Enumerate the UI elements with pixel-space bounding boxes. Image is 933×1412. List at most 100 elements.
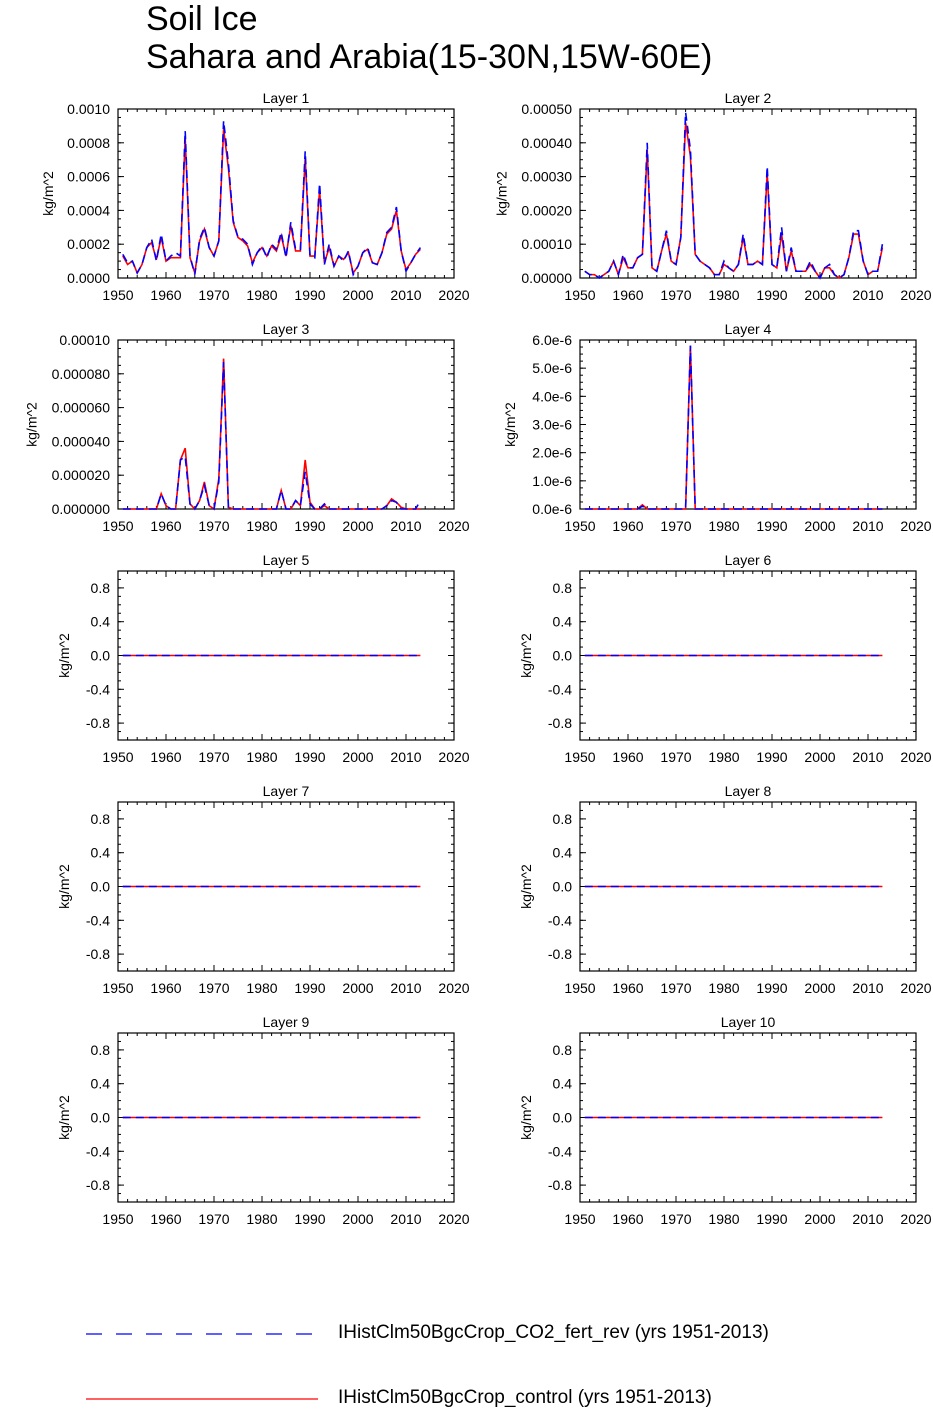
y-axis-label: kg/m^2: [56, 864, 72, 909]
y-axis-label: kg/m^2: [518, 633, 534, 678]
y-tick-label: -0.4: [548, 912, 572, 928]
y-tick-label: 0.00010: [59, 332, 110, 348]
panel-title: Layer 2: [725, 90, 772, 106]
y-axis-label: kg/m^2: [23, 402, 39, 447]
x-tick-label: 2020: [900, 980, 931, 996]
x-tick-label: 2010: [852, 1211, 883, 1227]
panel-title: Layer 6: [725, 552, 772, 568]
panel-7: Layer 7 1950 1960 1970 1980 1990 2000 2010 2020 -…: [56, 783, 470, 996]
x-tick-label: 1990: [756, 1211, 787, 1227]
x-tick-label: 1970: [198, 287, 229, 303]
y-tick-label: -0.8: [548, 715, 572, 731]
plot-frame: [579, 339, 917, 510]
y-tick-label: 0.000060: [52, 400, 111, 416]
x-tick-label: 1960: [612, 1211, 643, 1227]
panel-2: Layer 2 1950 1960 1970 1980 1990 2000 2010 2020 0…: [494, 90, 932, 303]
y-tick-label: 0.4: [91, 1076, 111, 1092]
x-tick-label: 2020: [900, 1211, 931, 1227]
x-tick-label: 2010: [390, 1211, 421, 1227]
y-tick-label: 0.00010: [521, 236, 572, 252]
x-tick-label: 1970: [660, 980, 691, 996]
x-tick-label: 2010: [852, 287, 883, 303]
x-tick-label: 2010: [852, 518, 883, 534]
x-tick-label: 1960: [150, 518, 181, 534]
y-tick-label: 0.8: [91, 811, 111, 827]
y-tick-label: 0.4: [553, 614, 573, 630]
x-tick-label: 1980: [708, 287, 739, 303]
panel-5: Layer 5 1950 1960 1970 1980 1990 2000 2010 2020 -…: [56, 552, 470, 765]
x-tick-label: 2020: [900, 287, 931, 303]
plot-frame: [117, 339, 455, 510]
x-tick-label: 1960: [612, 749, 643, 765]
x-tick-label: 1990: [756, 980, 787, 996]
y-tick-label: 0.0: [91, 879, 111, 895]
x-tick-label: 1950: [564, 749, 595, 765]
y-tick-label: 0.000000: [52, 501, 111, 517]
panel-title: Layer 9: [263, 1014, 310, 1030]
series-line-control: [122, 129, 421, 275]
x-tick-label: 1950: [564, 980, 595, 996]
x-tick-label: 2010: [390, 287, 421, 303]
x-tick-label: 1980: [246, 980, 277, 996]
y-tick-label: 0.00050: [521, 101, 572, 117]
x-tick-label: 1950: [102, 980, 133, 996]
series-line-co2-fert-rev: [122, 120, 422, 277]
y-axis-label: kg/m^2: [56, 633, 72, 678]
y-tick-label: -0.8: [548, 946, 572, 962]
y-tick-label: 0.00040: [521, 135, 572, 151]
x-tick-label: 1980: [708, 1211, 739, 1227]
y-tick-label: -0.8: [86, 1177, 110, 1193]
series-line-co2-fert-rev: [122, 361, 422, 511]
panel-title: Layer 5: [263, 552, 310, 568]
x-tick-label: 2010: [390, 980, 421, 996]
x-tick-label: 2020: [438, 1211, 469, 1227]
y-tick-label: 3.0e-6: [532, 417, 572, 433]
x-tick-label: 1950: [102, 1211, 133, 1227]
x-tick-label: 2000: [342, 1211, 373, 1227]
y-axis-label: kg/m^2: [494, 171, 510, 216]
x-tick-label: 1990: [294, 518, 325, 534]
x-tick-label: 1970: [198, 980, 229, 996]
y-tick-label: -0.4: [86, 912, 110, 928]
panel-title: Layer 8: [725, 783, 772, 799]
x-tick-label: 2010: [390, 518, 421, 534]
panel-title: Layer 4: [725, 321, 772, 337]
y-axis-label: kg/m^2: [518, 864, 534, 909]
y-tick-label: 5.0e-6: [532, 360, 572, 376]
figure-title-line1: Soil Ice: [146, 0, 258, 38]
series-line-control: [584, 122, 884, 280]
x-tick-label: 2010: [852, 980, 883, 996]
y-tick-label: 0.0: [91, 648, 111, 664]
x-tick-label: 1950: [102, 518, 133, 534]
panel-title: Layer 10: [721, 1014, 776, 1030]
x-tick-label: 2000: [804, 287, 835, 303]
x-tick-label: 1980: [246, 749, 277, 765]
x-tick-label: 2000: [804, 749, 835, 765]
y-tick-label: 0.4: [553, 845, 573, 861]
y-tick-label: 6.0e-6: [532, 332, 572, 348]
x-tick-label: 2000: [342, 980, 373, 996]
x-tick-label: 1980: [708, 518, 739, 534]
y-axis-label: kg/m^2: [502, 402, 518, 447]
y-tick-label: -0.4: [86, 681, 110, 697]
x-tick-label: 1990: [294, 749, 325, 765]
panel-1: Layer 1 1950 1960 1970 1980 1990 2000 2010 2020 0…: [40, 90, 470, 303]
x-tick-label: 1950: [564, 518, 595, 534]
x-tick-label: 1950: [564, 1211, 595, 1227]
y-tick-label: 0.8: [91, 580, 111, 596]
y-tick-label: -0.4: [548, 1143, 572, 1159]
series-line-co2-fert-rev: [584, 112, 884, 280]
y-tick-label: 0.0006: [67, 169, 110, 185]
y-tick-label: 2.0e-6: [532, 445, 572, 461]
y-tick-label: 4.0e-6: [532, 388, 572, 404]
x-tick-label: 2020: [438, 287, 469, 303]
x-tick-label: 2020: [438, 749, 469, 765]
x-tick-label: 2000: [342, 518, 373, 534]
y-tick-label: 0.0: [91, 1110, 111, 1126]
x-tick-label: 1980: [708, 980, 739, 996]
x-tick-label: 2000: [342, 749, 373, 765]
x-tick-label: 1990: [294, 1211, 325, 1227]
x-tick-label: 2020: [438, 518, 469, 534]
x-tick-label: 1980: [246, 1211, 277, 1227]
y-tick-label: -0.4: [548, 681, 572, 697]
